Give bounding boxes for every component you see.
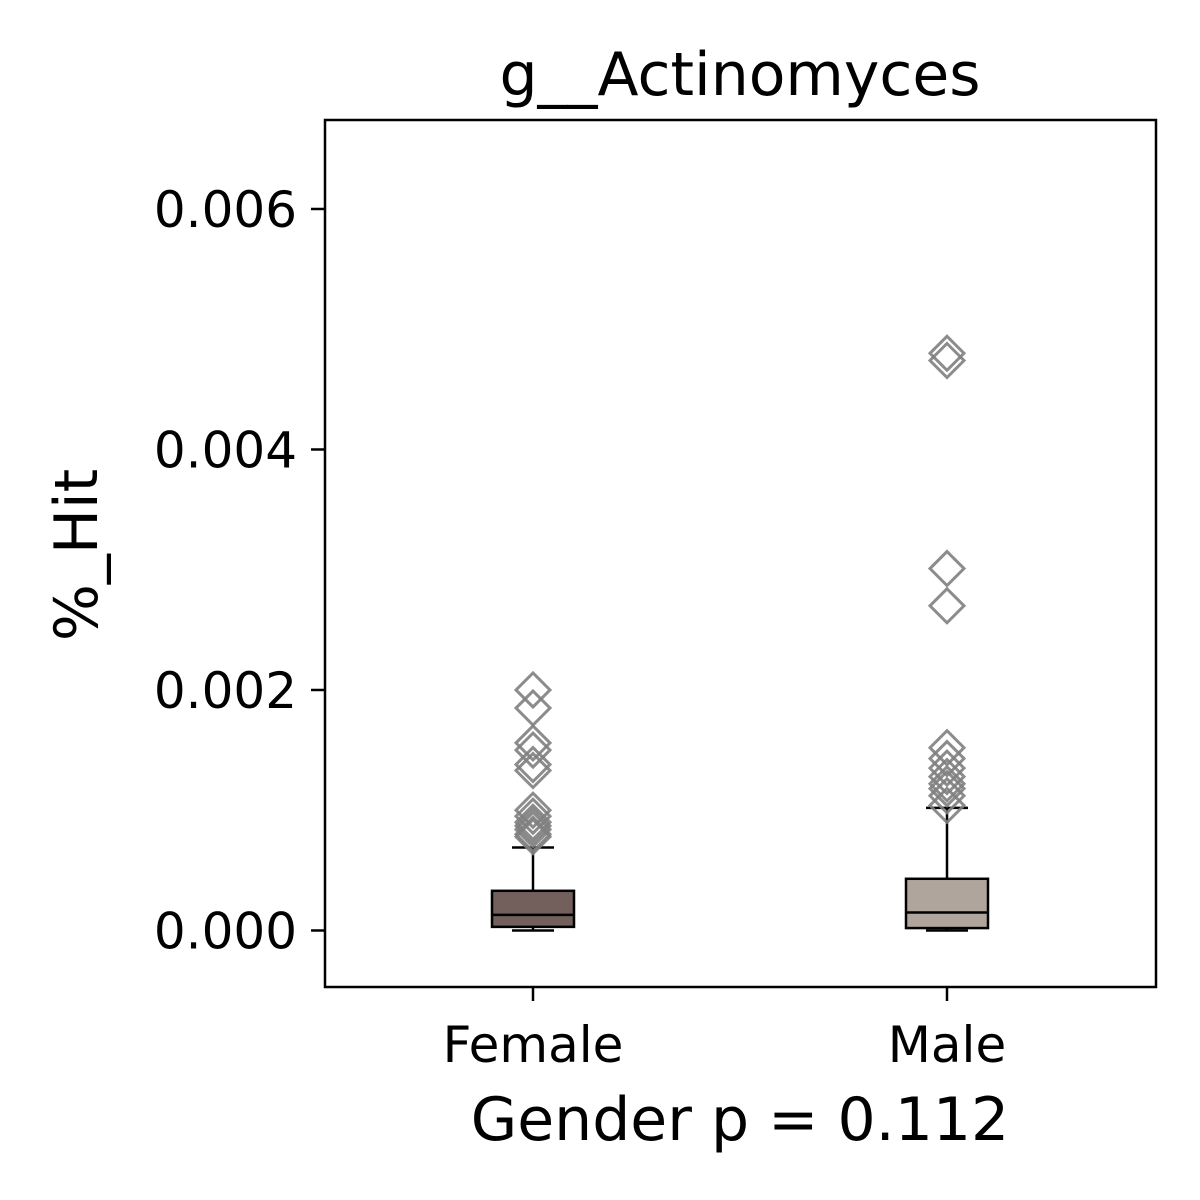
outlier-marker: [927, 739, 967, 778]
outlier-marker: [927, 757, 967, 796]
outlier-marker: [513, 791, 553, 830]
outlier-marker: [513, 815, 553, 854]
box: [904, 877, 990, 930]
box-group-male: [904, 334, 990, 932]
x-tick-label: Female: [443, 1016, 624, 1074]
outlier-marker: [927, 586, 967, 625]
outlier-marker: [927, 334, 967, 373]
chart-title: g__Actinomyces: [499, 40, 980, 110]
y-axis-title: %_Hit: [42, 469, 112, 641]
outlier-marker: [927, 341, 967, 380]
outlier-marker: [927, 549, 967, 588]
x-axis: Female Male: [443, 987, 1006, 1074]
y-tick-label: 0.004: [154, 421, 297, 479]
plot-frame: [323, 118, 1158, 989]
outlier-marker: [513, 806, 553, 845]
y-tick-label: 0.002: [154, 662, 297, 720]
outlier-marker: [513, 797, 553, 836]
outlier-marker: [513, 745, 553, 784]
outlier-marker: [927, 786, 967, 825]
outlier-marker: [513, 670, 553, 710]
plot-area: [490, 334, 990, 932]
outlier-marker: [927, 776, 967, 815]
outlier-marker: [513, 751, 553, 790]
outlier-marker: [513, 810, 553, 849]
y-axis: 0.000 0.002 0.004 0.006: [154, 181, 325, 960]
y-tick-label: 0.000: [154, 902, 297, 960]
outlier-marker: [513, 817, 553, 856]
box: [490, 889, 576, 929]
outlier-marker: [513, 803, 553, 842]
outlier-marker: [513, 723, 553, 763]
outlier-marker: [513, 730, 553, 770]
outlier-marker: [927, 769, 967, 808]
outlier-marker: [927, 764, 967, 803]
box-group-female: [490, 670, 576, 932]
x-tick-label: Male: [888, 1016, 1006, 1074]
x-axis-title: Gender p = 0.112: [471, 1085, 1009, 1155]
outlier-marker: [927, 749, 967, 788]
y-tick-label: 0.006: [154, 181, 297, 239]
